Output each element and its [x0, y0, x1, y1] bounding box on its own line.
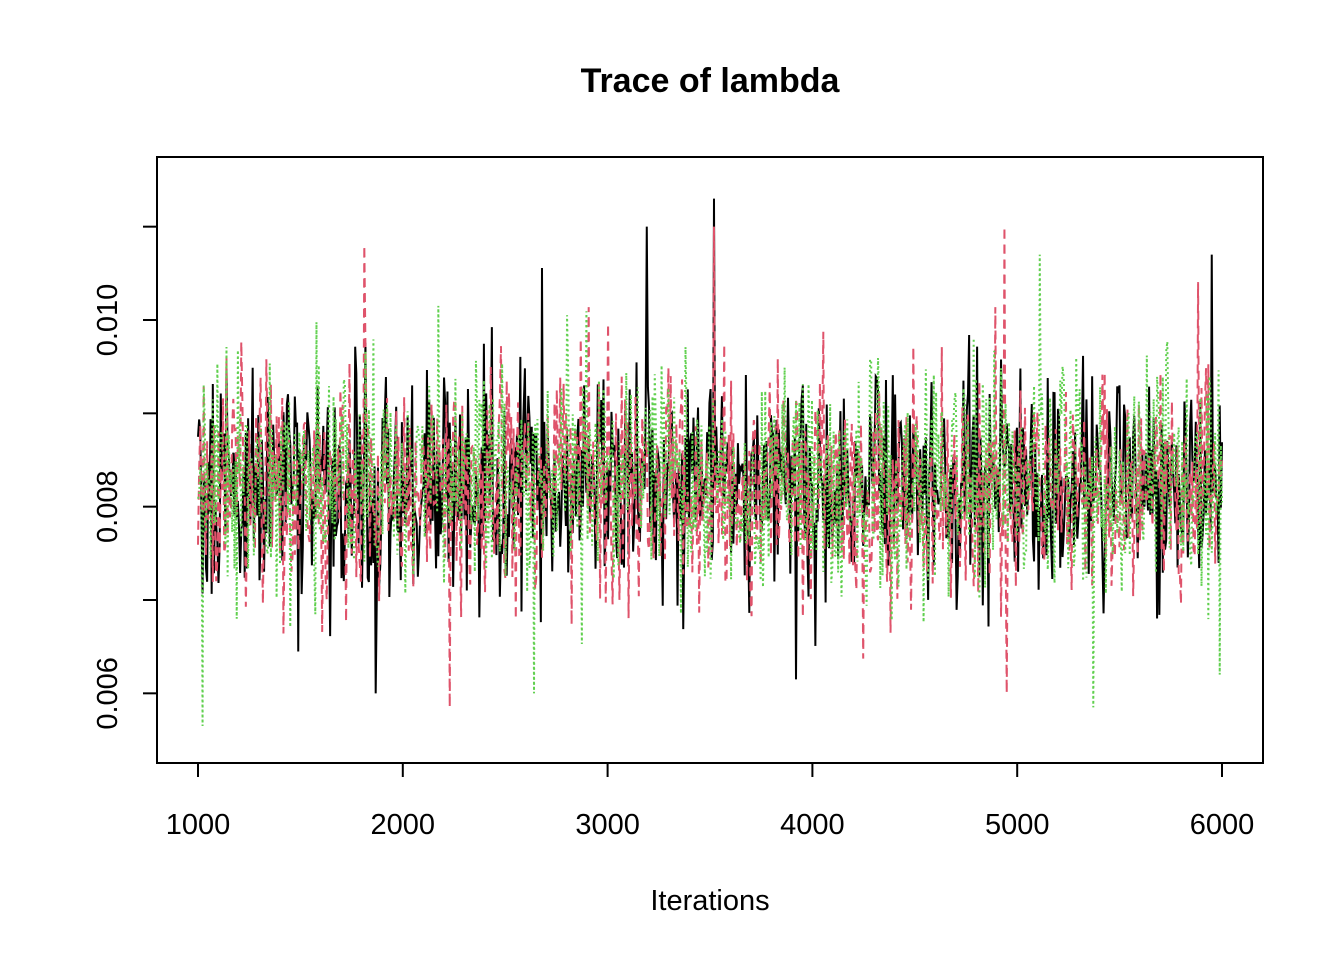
x-tick-label: 2000: [371, 809, 436, 841]
series-layer: [197, 198, 1223, 727]
chart-title: Trace of lambda: [581, 62, 841, 100]
series-line-1: [197, 198, 1223, 694]
y-tick-label: 0.010: [92, 284, 124, 357]
axes-layer: 1000 2000 3000 4000 5000 6000 0.006 0.008 0.010: [92, 156, 1264, 841]
series-line-2: [197, 226, 1223, 708]
y-tick-label: 0.008: [92, 470, 124, 543]
x-tick-label: 4000: [780, 809, 845, 841]
y-tick-label: 0.006: [92, 657, 124, 730]
x-tick-label: 1000: [166, 809, 231, 841]
series-line-3: [197, 254, 1223, 727]
x-tick-label: 5000: [985, 809, 1050, 841]
x-axis-label: Iterations: [650, 885, 769, 917]
x-tick-label: 3000: [575, 809, 640, 841]
x-tick-label: 6000: [1190, 809, 1255, 841]
